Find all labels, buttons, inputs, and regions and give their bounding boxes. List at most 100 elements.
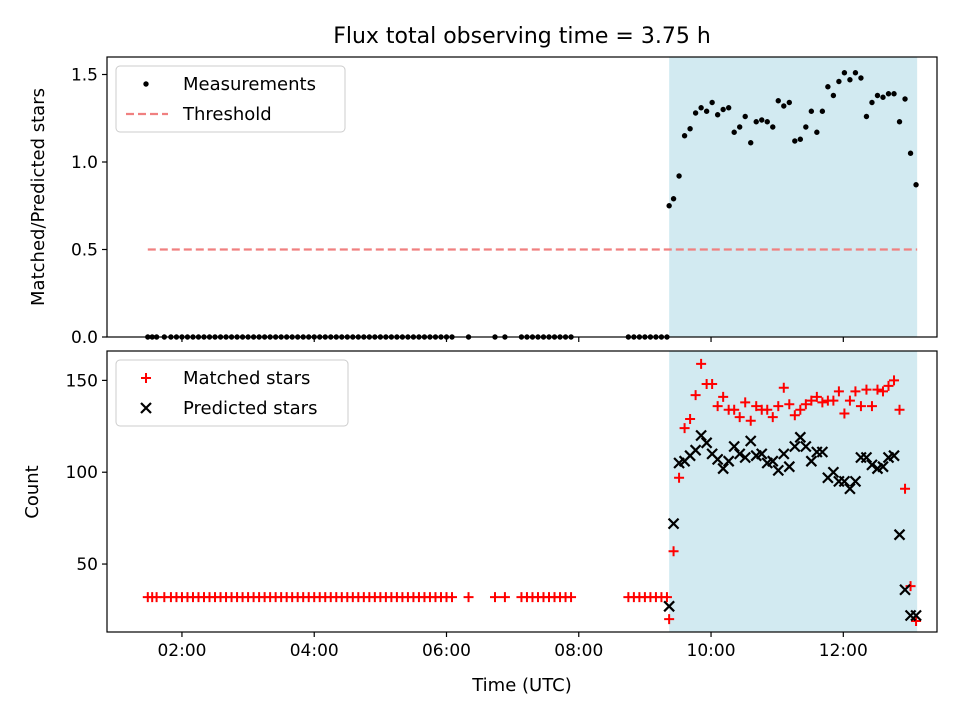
predicted-stars-point: [816, 446, 829, 458]
measurement-point: [725, 105, 732, 111]
predicted-stars-point: [663, 600, 675, 613]
predicted-stars-point: [877, 460, 889, 473]
matched-stars-point: [795, 404, 806, 415]
x-axis-label: Time (UTC): [471, 675, 572, 696]
top-y-tick-label: 0.0: [71, 328, 98, 348]
bottom-panel: 50 100 150 02:00 04:00 06:00 08:00 10:00 12:00 Ma…: [66, 350, 938, 661]
bottom-legend-label: Matched stars: [183, 368, 310, 389]
bottom-y-tick-label: 50: [76, 555, 98, 575]
measurement-point: [736, 124, 743, 130]
matched-stars-point: [784, 399, 795, 410]
matched-stars-point: [707, 379, 718, 390]
matched-stars-point: [729, 404, 740, 415]
predicted-stars-point: [755, 448, 768, 460]
matched-stars-point: [833, 386, 844, 397]
predicted-stars-point: [893, 528, 906, 541]
bottom-legend-label: Predicted stars: [183, 398, 317, 419]
matched-stars-point: [773, 401, 784, 412]
measurement-point: [847, 77, 853, 83]
measurement-point: [676, 173, 682, 179]
measurement-point: [681, 133, 688, 139]
top-panel: 0.0 0.5 1.0 1.5 Measurements Threshold: [71, 56, 938, 348]
matched-stars-point: [855, 401, 866, 412]
measurement-point: [753, 119, 759, 125]
predicted-stars-point: [744, 435, 757, 447]
measurement-point: [742, 113, 748, 120]
matched-stars-point: [877, 386, 888, 397]
matched-stars-point: [850, 386, 861, 397]
matched-stars-point: [690, 390, 701, 401]
matched-stars-point: [740, 397, 751, 408]
predicted-stars-point: [794, 431, 807, 444]
bottom-series-predicted-stars: [663, 429, 922, 622]
matched-stars-point: [811, 391, 822, 402]
bottom-y-axis-label: Count: [22, 465, 43, 518]
measurement-point: [670, 196, 677, 202]
predicted-stars-point: [866, 459, 878, 471]
matched-stars-point: [894, 404, 905, 415]
predicted-stars-point: [733, 448, 746, 460]
measurement-point: [858, 75, 864, 81]
bottom-y-tick-label: 150: [66, 371, 98, 391]
x-tick-label: 04:00: [290, 641, 339, 661]
matched-stars-point: [778, 382, 789, 393]
predicted-stars-point: [772, 464, 785, 477]
measurement-point: [907, 150, 914, 156]
measurement-point: [720, 106, 726, 113]
matched-stars-point: [872, 384, 883, 395]
top-legend-box: [115, 65, 346, 133]
matched-stars-point: [668, 546, 679, 557]
top-legend-label: Measurements: [183, 74, 316, 95]
measurement-point: [830, 92, 837, 99]
predicted-stars-point: [695, 429, 707, 442]
measurement-point: [874, 92, 881, 99]
matched-stars-point: [745, 415, 756, 426]
predicted-stars-point: [838, 475, 851, 488]
measurement-point: [775, 98, 781, 104]
matched-stars-point: [566, 592, 577, 603]
predicted-stars-point: [844, 482, 856, 495]
bottom-axes-frame: [106, 350, 938, 633]
top-series-measurements: [145, 70, 919, 340]
measurement-point: [703, 108, 710, 114]
measurement-point: [797, 136, 804, 142]
measurement-point: [913, 182, 919, 188]
x-tick-label: 10:00: [687, 641, 736, 661]
matched-stars-point: [489, 592, 500, 603]
measurement-point: [819, 108, 826, 114]
x-tick-label: 06:00: [422, 641, 471, 661]
predicted-stars-point: [689, 444, 702, 456]
matched-stars-point: [789, 410, 800, 421]
matched-stars-point: [828, 395, 839, 406]
measurement-point: [748, 140, 754, 146]
measurement-point: [759, 117, 765, 123]
matched-stars-point: [866, 401, 877, 412]
measurement-point: [869, 99, 875, 106]
measurement-point: [786, 99, 792, 106]
matched-stars-point: [889, 375, 900, 386]
x-tick-label: 12:00: [819, 641, 868, 661]
legend-dot-marker: [143, 81, 149, 87]
top-y-tick-label: 1.5: [71, 66, 98, 86]
measurement-point: [902, 96, 908, 102]
matched-stars-point: [661, 592, 672, 603]
predicted-stars-point: [739, 451, 751, 464]
matched-stars-point: [447, 592, 458, 603]
matched-stars-point: [664, 614, 675, 625]
predicted-stars-point: [778, 448, 790, 460]
measurement-point: [692, 110, 699, 116]
predicted-stars-point: [827, 466, 840, 478]
measurement-point: [841, 70, 848, 76]
bottom-shaded-interval: [669, 351, 918, 632]
predicted-stars-point: [766, 455, 779, 467]
measurement-point: [687, 126, 693, 132]
matched-stars-point: [674, 472, 685, 483]
predicted-stars-point: [667, 517, 680, 530]
predicted-stars-point: [805, 455, 818, 467]
predicted-stars-point: [910, 609, 922, 622]
matched-stars-point: [696, 358, 707, 369]
measurement-point: [731, 129, 737, 135]
bottom-legend: Matched stars Predicted stars: [115, 359, 349, 427]
predicted-stars-point: [800, 440, 812, 453]
